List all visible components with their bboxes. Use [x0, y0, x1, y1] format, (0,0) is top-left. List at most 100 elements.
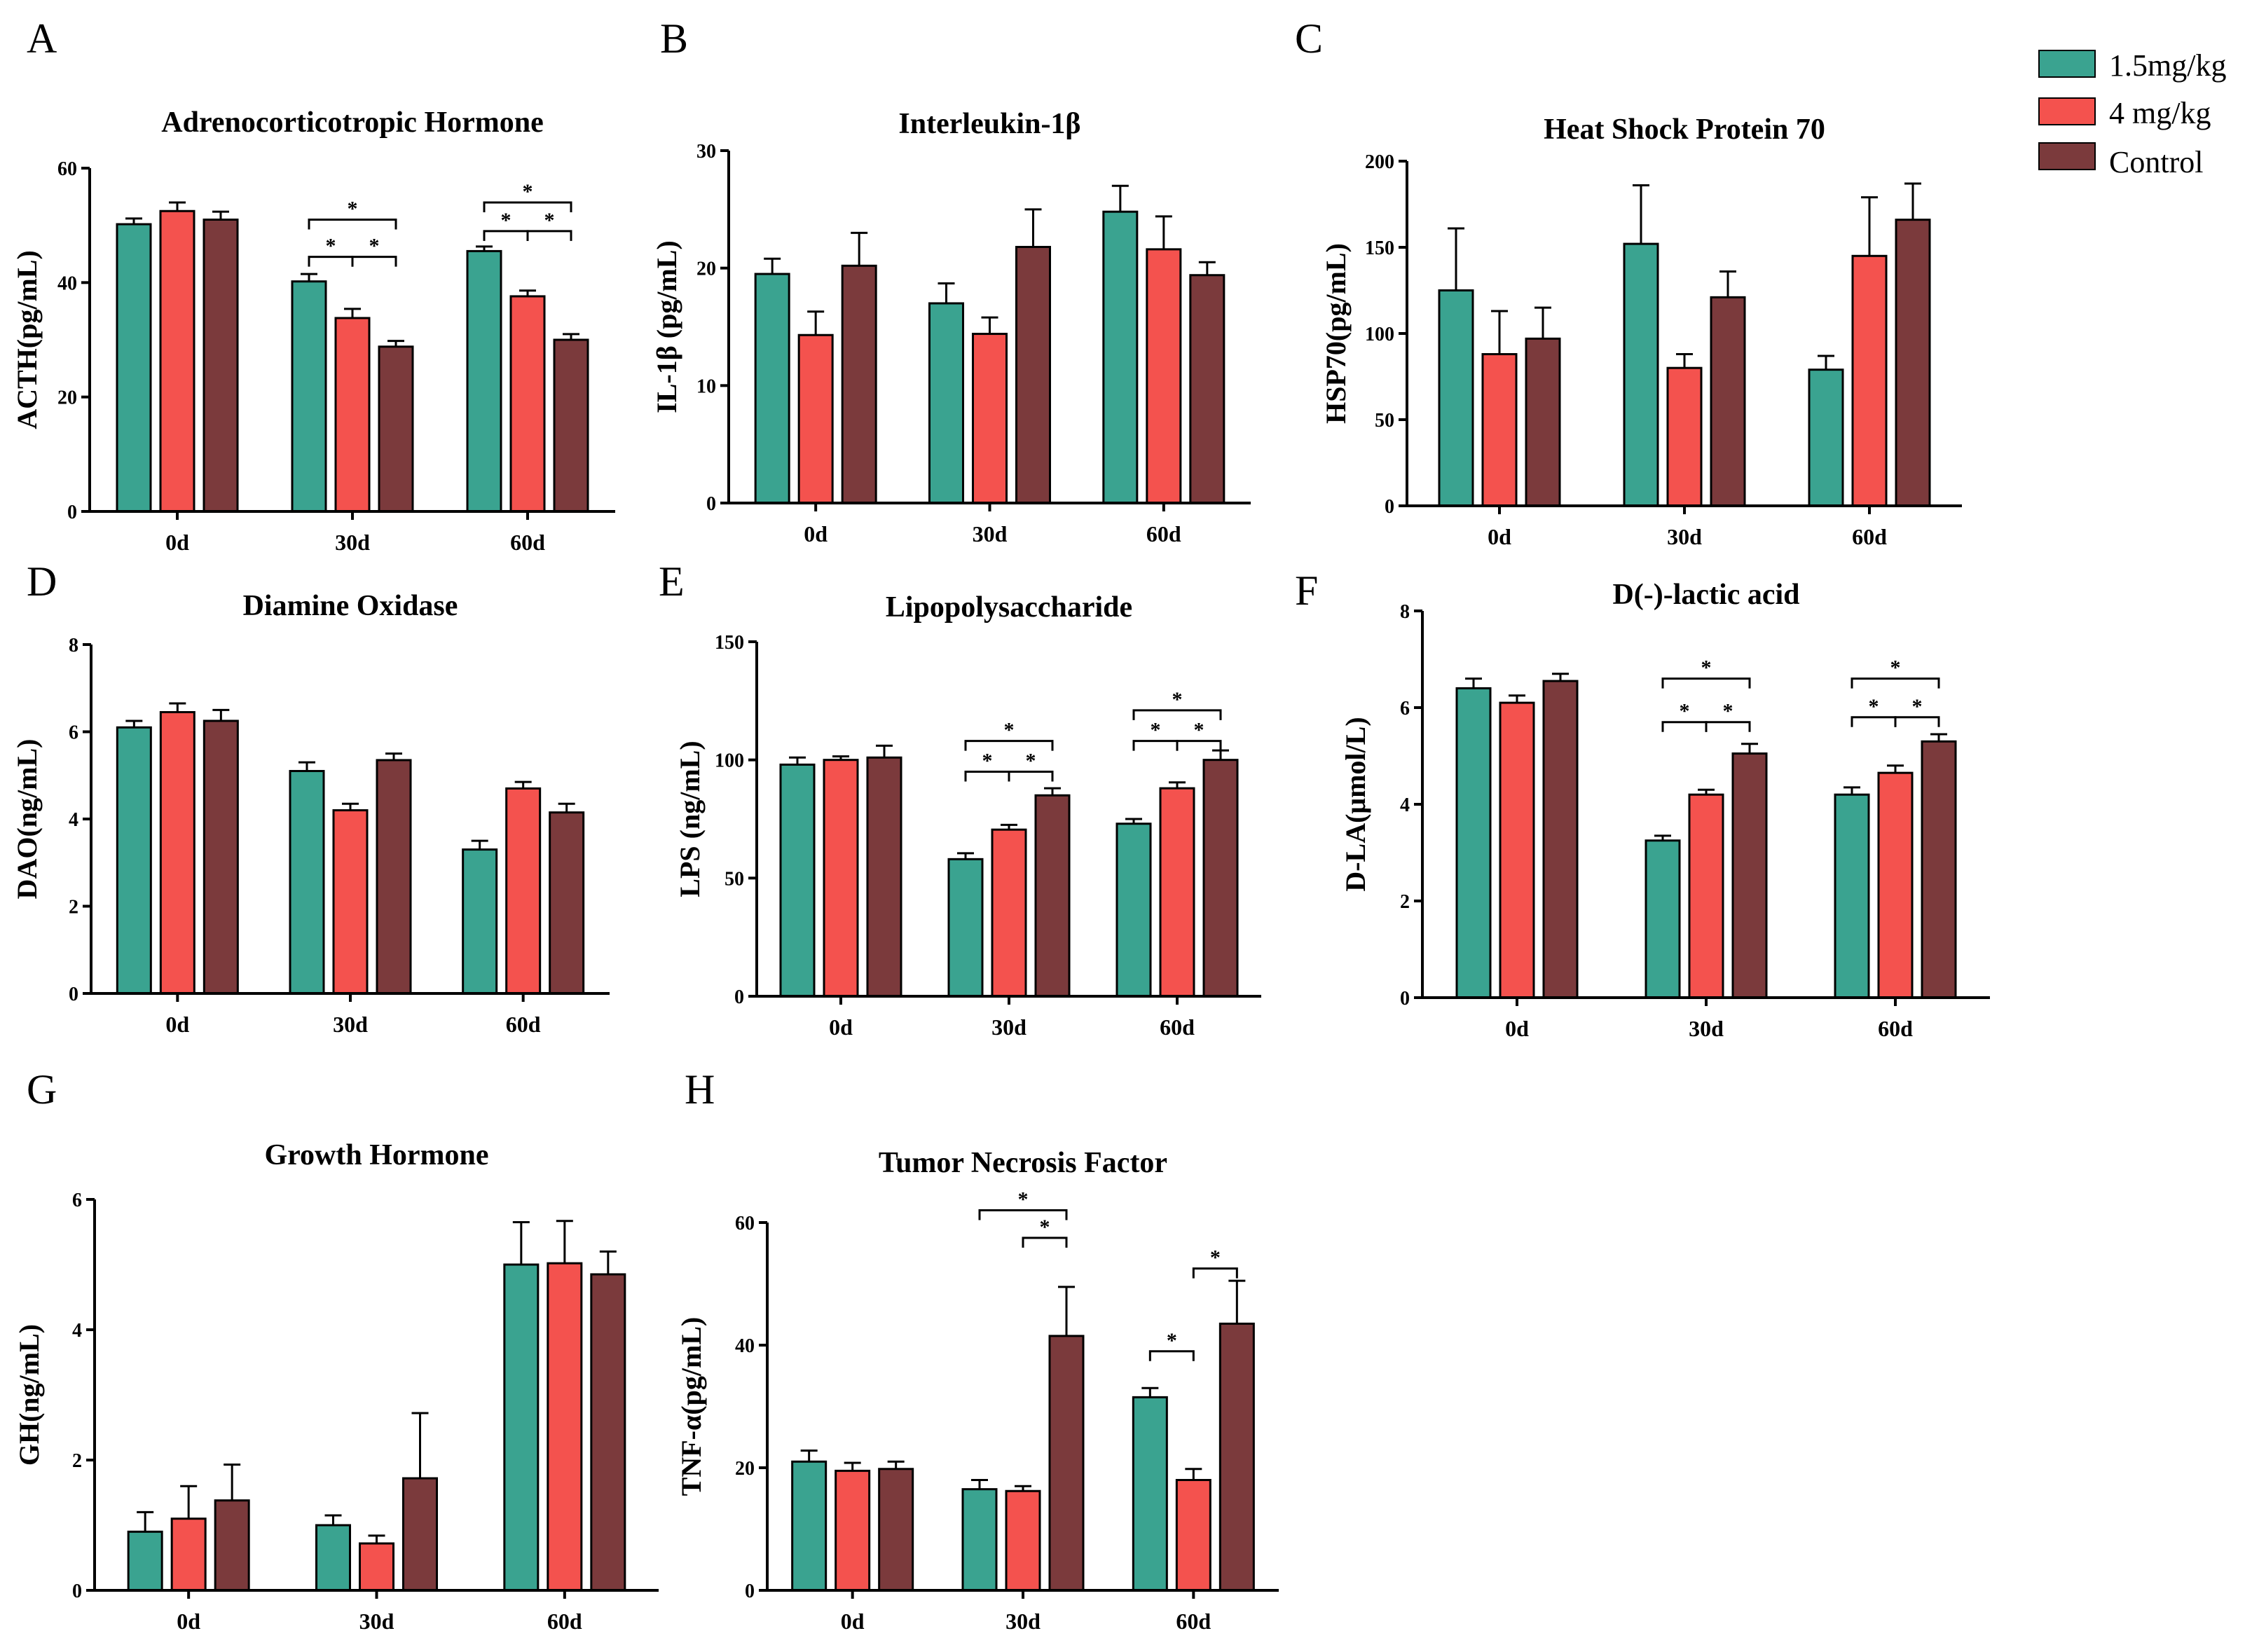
legend-label-1: 1.5mg/kg: [2109, 48, 2226, 83]
chart-title: Diamine Oxidase: [243, 590, 458, 622]
bar-control-30d: [1048, 1335, 1085, 1592]
x-tick-label: 60d: [1878, 1016, 1913, 1041]
y-axis-label: TNF-α(pg/mL): [675, 1317, 707, 1496]
bar-1-5mg-kg-60d: [1808, 369, 1844, 507]
y-tick-label: 10: [696, 376, 716, 397]
bar-1-5mg-kg-0d: [116, 223, 152, 513]
y-tick-label: 6: [1400, 698, 1410, 720]
chart-panel-c: C Heat Shock Protein 70 HSP70(pg/mL) 0 50 100…: [1295, 15, 1962, 549]
bar-1-5mg-kg-0d: [1455, 687, 1492, 999]
significance-star: *: [1172, 688, 1183, 711]
x-tick-label: 30d: [991, 1014, 1027, 1040]
bar-1-5mg-kg-60d: [1115, 822, 1152, 998]
significance-bracket: [1008, 771, 1054, 782]
y-axis-label: HSP70(pg/mL): [1320, 243, 1352, 424]
x-tick-label: 60d: [547, 1609, 582, 1634]
y-tick-label: 100: [1365, 324, 1394, 345]
bar-control-60d: [549, 811, 585, 995]
x-tick-label: 60d: [510, 530, 545, 555]
x-tick-label: 30d: [359, 1609, 394, 1634]
significance-bracket: [526, 230, 572, 241]
panel-letter: H: [685, 1066, 715, 1113]
significance-bracket: [308, 256, 354, 267]
y-tick-label: 40: [735, 1335, 755, 1357]
bar-1-5mg-kg-60d: [1102, 210, 1139, 504]
significance-bracket: [1851, 716, 1897, 727]
bar-1-5mg-kg-60d: [1132, 1396, 1168, 1592]
legend-label-2: 4 mg/kg: [2109, 96, 2211, 130]
bar-control-60d: [1218, 1322, 1255, 1592]
y-axis-label: D-LA(μmol/L): [1340, 717, 1371, 891]
x-tick-label: 0d: [1505, 1016, 1529, 1041]
bar-4-mg-kg-60d: [1175, 1479, 1211, 1592]
significance-star: *: [523, 180, 533, 203]
x-tick-label: 30d: [1005, 1609, 1041, 1634]
bar-control-0d: [841, 264, 877, 504]
significance-star: *: [1004, 719, 1015, 742]
bar-4-mg-kg-30d: [1688, 793, 1724, 999]
bar-1-5mg-kg-0d: [754, 273, 790, 504]
significance-star: *: [348, 198, 358, 221]
y-tick-label: 4: [1400, 794, 1410, 816]
chart-title: Interleukin-1β: [898, 108, 1080, 140]
panel-letter: C: [1295, 15, 1323, 62]
bar-4-mg-kg-60d: [1146, 248, 1182, 504]
panel-letter: A: [27, 15, 57, 62]
bar-control-60d: [553, 338, 589, 513]
legend-label-3: Control: [2109, 145, 2203, 179]
x-tick-label: 60d: [1160, 1014, 1195, 1040]
x-tick-label: 60d: [1176, 1609, 1211, 1634]
significance-star: *: [326, 235, 336, 258]
significance-bracket: [1851, 677, 1940, 689]
significance-bracket: [1661, 677, 1751, 689]
significance-bracket: [964, 740, 1054, 751]
significance-bracket: [1148, 1350, 1195, 1361]
x-tick-label: 0d: [841, 1609, 865, 1634]
bar-1-5mg-kg-30d: [289, 770, 325, 995]
bar-control-30d: [376, 759, 412, 995]
panel-letter: G: [27, 1066, 57, 1113]
bar-4-mg-kg-0d: [835, 1469, 871, 1592]
x-tick-label: 0d: [829, 1014, 853, 1040]
significance-bracket: [964, 771, 1010, 782]
bar-control-30d: [402, 1477, 438, 1592]
x-tick-label: 0d: [1488, 524, 1511, 549]
x-tick-label: 30d: [333, 1012, 368, 1037]
significance-bracket: [1661, 721, 1708, 732]
panel-letter: E: [659, 558, 685, 605]
significance-star: *: [1912, 695, 1923, 718]
bar-4-mg-kg-30d: [991, 828, 1027, 998]
chart-panel-e: E Lipopolysaccharide LPS (ng/mL) 0 50 100 150 0…: [659, 558, 1261, 1040]
bar-4-mg-kg-0d: [797, 333, 834, 504]
y-tick-label: 0: [1400, 988, 1410, 1010]
significance-star: *: [1723, 700, 1733, 723]
bar-1-5mg-kg-30d: [961, 1488, 998, 1592]
bar-4-mg-kg-30d: [334, 317, 371, 513]
bar-control-0d: [202, 720, 239, 995]
y-tick-label: 40: [57, 273, 77, 294]
y-tick-label: 0: [745, 1581, 755, 1602]
y-axis-label: ACTH(pg/mL): [11, 250, 43, 429]
y-tick-label: 8: [1400, 601, 1410, 623]
bar-4-mg-kg-30d: [1005, 1489, 1041, 1592]
significance-star: *: [369, 235, 380, 258]
bar-control-60d: [590, 1273, 626, 1592]
significance-star: *: [501, 209, 511, 232]
bar-1-5mg-kg-30d: [1623, 242, 1659, 507]
significance-bracket: [1132, 709, 1222, 720]
bar-1-5mg-kg-30d: [928, 302, 964, 504]
x-tick-label: 30d: [973, 521, 1008, 546]
x-tick-label: 0d: [165, 1012, 189, 1037]
significance-star: *: [1869, 695, 1879, 718]
y-tick-label: 60: [735, 1213, 755, 1234]
bar-control-30d: [1034, 794, 1071, 998]
significance-bracket: [1132, 740, 1179, 751]
chart-title: Tumor Necrosis Factor: [879, 1147, 1167, 1179]
significance-star: *: [1018, 1188, 1029, 1211]
bar-1-5mg-kg-0d: [116, 726, 152, 995]
legend-swatch-3: [2038, 142, 2096, 170]
x-tick-label: 0d: [804, 521, 828, 546]
legend-item-3: Control: [2038, 142, 2203, 179]
y-tick-label: 200: [1365, 151, 1394, 173]
